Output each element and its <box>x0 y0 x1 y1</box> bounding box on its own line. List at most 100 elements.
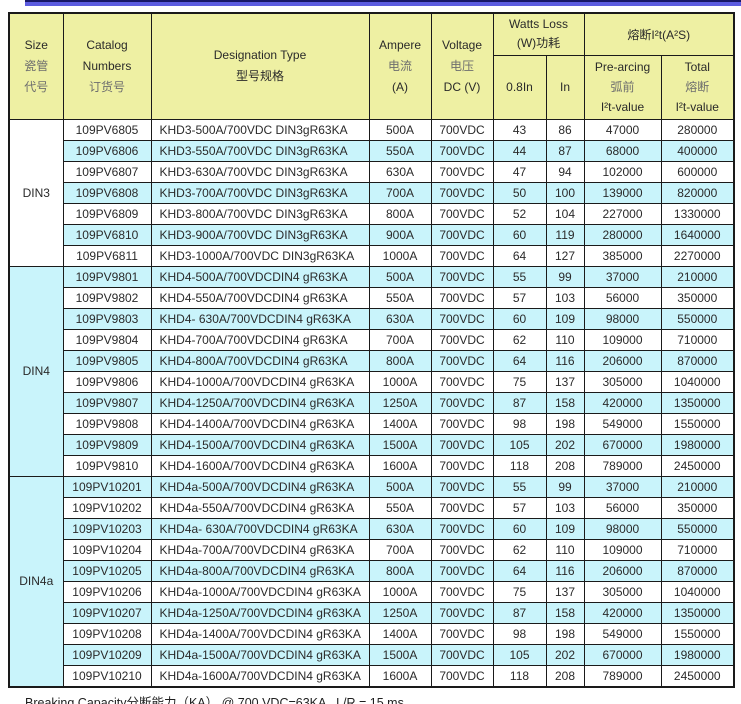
col-header-catalog: Catalog Numbers 订货号 <box>62 12 152 120</box>
watts-loss-0.8in-cell: 60 <box>492 517 547 540</box>
watts-loss-0.8in-cell: 60 <box>492 223 547 246</box>
table-row: 109PV9810 KHD4-1600A/700VDCDIN4 gR63KA 160… <box>9 454 735 477</box>
catalog-cell: 109PV9805 <box>62 349 152 372</box>
designation-cell: KHD4a-1250A/700VDCDIN4 gR63KA <box>150 601 370 624</box>
designation-cell: KHD3-800A/700VDC DIN3gR63KA <box>150 202 370 225</box>
header-ampere-unit: (A) <box>392 79 408 94</box>
table-row: 109PV6811 KHD3-1000A/700VDC DIN3gR63KA 100… <box>9 244 735 267</box>
table-row: 109PV10206 KHD4a-1000A/700VDCDIN4 gR63KA 1… <box>9 580 735 603</box>
catalog-cell: 109PV9806 <box>62 370 152 393</box>
watts-loss-0.8in-cell: 87 <box>492 391 547 414</box>
total-i2t-cell: 600000 <box>660 160 735 183</box>
designation-cell: KHD4a- 630A/700VDCDIN4 gR63KA <box>150 517 370 540</box>
voltage-cell: 700VDC <box>430 601 494 624</box>
voltage-cell: 700VDC <box>430 118 494 141</box>
pre-arcing-i2t-cell: 56000 <box>583 496 662 519</box>
table-row: 109PV9808 KHD4-1400A/700VDCDIN4 gR63KA 140… <box>9 412 735 435</box>
catalog-cell: 109PV10202 <box>62 496 152 519</box>
col-header-in: In <box>545 54 585 120</box>
col-header-pre-arcing: Pre-arcing 弧前 I²t-value <box>583 54 662 120</box>
ampere-cell: 1500A <box>368 433 432 456</box>
pre-arcing-i2t-cell: 420000 <box>583 601 662 624</box>
table-row: DIN3 109PV6805 KHD3-500A/700VDC DIN3gR63KA… <box>8 118 735 267</box>
pre-arcing-i2t-cell: 102000 <box>583 160 662 183</box>
watts-loss-in-cell: 158 <box>545 601 585 624</box>
ampere-cell: 1400A <box>368 622 432 645</box>
ampere-cell: 1250A <box>368 391 432 414</box>
watts-loss-0.8in-cell: 87 <box>492 601 547 624</box>
watts-loss-0.8in-cell: 57 <box>492 286 547 309</box>
voltage-cell: 700VDC <box>430 286 494 309</box>
watts-loss-0.8in-cell: 105 <box>492 643 547 666</box>
header-catalog-cn: 订货号 <box>88 79 125 94</box>
watts-loss-0.8in-cell: 62 <box>492 328 547 351</box>
watts-loss-in-cell: 202 <box>545 433 585 456</box>
catalog-cell: 109PV10210 <box>62 664 152 687</box>
table-row: 109PV10210 KHD4a-1600A/700VDCDIN4 gR63KA 1… <box>9 664 735 687</box>
designation-cell: KHD3-1000A/700VDC DIN3gR63KA <box>150 244 370 267</box>
pre-arcing-i2t-cell: 68000 <box>583 139 662 162</box>
ampere-cell: 700A <box>368 538 432 561</box>
watts-loss-0.8in-cell: 50 <box>492 181 547 204</box>
size-group-cell: DIN4a <box>8 475 64 687</box>
header-voltage-unit: DC (V) <box>443 79 481 94</box>
watts-loss-in-cell: 116 <box>545 559 585 582</box>
col-header-total: Total 熔断 I²t-value <box>660 54 735 120</box>
watts-loss-in-cell: 119 <box>545 223 585 246</box>
catalog-cell: 109PV9809 <box>62 433 152 456</box>
total-i2t-cell: 1980000 <box>660 433 735 456</box>
designation-cell: KHD4a-1400A/700VDCDIN4 gR63KA <box>150 622 370 645</box>
pre-arcing-i2t-cell: 37000 <box>583 265 662 288</box>
col-header-ampere: Ampere 电流 (A) <box>368 12 432 120</box>
designation-cell: KHD4a-700A/700VDCDIN4 gR63KA <box>150 538 370 561</box>
watts-loss-in-cell: 137 <box>545 580 585 603</box>
total-i2t-cell: 1040000 <box>660 580 735 603</box>
catalog-cell: 109PV6806 <box>62 139 152 162</box>
ampere-cell: 700A <box>368 181 432 204</box>
pre-arcing-i2t-cell: 98000 <box>583 517 662 540</box>
header-ampere-cn: 电流 <box>387 58 412 73</box>
voltage-cell: 700VDC <box>430 181 494 204</box>
designation-cell: KHD4-800A/700VDCDIN4 gR63KA <box>150 349 370 372</box>
watts-loss-in-cell: 158 <box>545 391 585 414</box>
watts-loss-in-cell: 94 <box>545 160 585 183</box>
catalog-cell: 109PV10201 <box>62 475 152 498</box>
table-body: DIN3 109PV6805 KHD3-500A/700VDC DIN3gR63KA… <box>8 118 735 687</box>
voltage-cell: 700VDC <box>430 139 494 162</box>
pre-arcing-i2t-cell: 280000 <box>583 223 662 246</box>
ampere-cell: 1400A <box>368 412 432 435</box>
catalog-cell: 109PV9804 <box>62 328 152 351</box>
watts-loss-0.8in-cell: 64 <box>492 244 547 267</box>
watts-loss-in-cell: 110 <box>545 538 585 561</box>
ampere-cell: 1250A <box>368 601 432 624</box>
col-header-watts-loss: Watts Loss (W)功耗 <box>492 12 585 56</box>
table-row: 109PV9805 KHD4-800A/700VDCDIN4 gR63KA 800A… <box>9 349 735 372</box>
voltage-cell: 700VDC <box>430 433 494 456</box>
watts-loss-0.8in-cell: 44 <box>492 139 547 162</box>
catalog-cell: 109PV10208 <box>62 622 152 645</box>
total-i2t-cell: 350000 <box>660 496 735 519</box>
watts-loss-0.8in-cell: 43 <box>492 118 547 141</box>
watts-loss-0.8in-cell: 55 <box>492 265 547 288</box>
header-size-en: Size <box>24 37 48 52</box>
header-voltage-en: Voltage <box>441 37 483 52</box>
size-group-cell: DIN3 <box>8 118 64 267</box>
voltage-cell: 700VDC <box>430 622 494 645</box>
total-i2t-cell: 550000 <box>660 517 735 540</box>
header-voltage-cn: 电压 <box>449 58 474 73</box>
catalog-cell: 109PV6809 <box>62 202 152 225</box>
watts-loss-0.8in-cell: 64 <box>492 559 547 582</box>
table-row: 109PV9803 KHD4- 630A/700VDCDIN4 gR63KA 630… <box>9 307 735 330</box>
designation-cell: KHD3-900A/700VDC DIN3gR63KA <box>150 223 370 246</box>
table-row: 109PV10202 KHD4a-550A/700VDCDIN4 gR63KA 55… <box>9 496 735 519</box>
watts-loss-0.8in-cell: 52 <box>492 202 547 225</box>
watts-loss-0.8in-cell: 98 <box>492 622 547 645</box>
col-header-designation: Designation Type 型号规格 <box>150 12 370 120</box>
total-i2t-cell: 400000 <box>660 139 735 162</box>
catalog-cell: 109PV10206 <box>62 580 152 603</box>
pre-arcing-i2t-cell: 305000 <box>583 580 662 603</box>
total-i2t-cell: 1550000 <box>660 622 735 645</box>
watts-loss-0.8in-cell: 60 <box>492 307 547 330</box>
pre-arcing-i2t-cell: 98000 <box>583 307 662 330</box>
total-i2t-cell: 1640000 <box>660 223 735 246</box>
